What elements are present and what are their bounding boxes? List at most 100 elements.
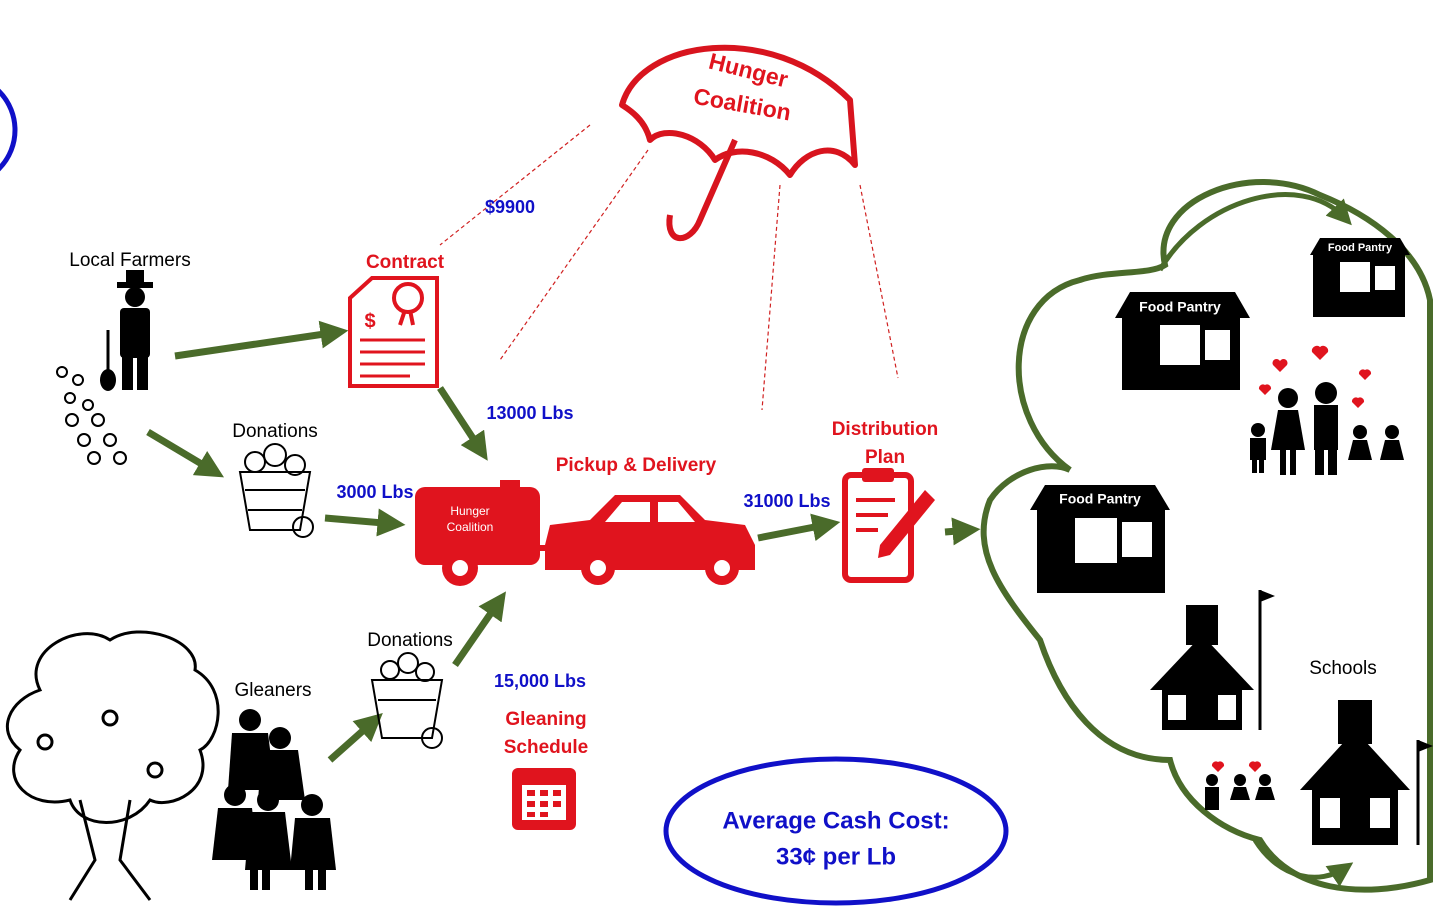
kids-icon: [1205, 761, 1275, 810]
family-icon-part-part: [1312, 346, 1328, 360]
gleaners-icon-part: [250, 865, 258, 890]
family-icon-part: [1259, 458, 1264, 473]
truck-icon-part: [590, 560, 606, 576]
farmer-icon-part: [100, 369, 116, 391]
gleaners-icon: [212, 709, 336, 890]
family-icon-part: [1380, 440, 1404, 460]
family-icon-part: [1271, 410, 1305, 450]
kids-icon-part: [1205, 787, 1219, 810]
flow-arrows-part: [455, 600, 500, 665]
farmer-icon-part: [122, 356, 133, 390]
cloud-arrow: [1255, 840, 1345, 877]
flow-arrows-part: [325, 518, 395, 524]
calendar-icon-part-part: [553, 790, 561, 796]
kids-icon-part-part: [1249, 761, 1261, 772]
coalition-links-part: [500, 150, 648, 360]
kids-icon-part: [1230, 787, 1250, 800]
pantry-icon-part: [1205, 330, 1230, 360]
school-icon-part: [1370, 798, 1390, 828]
farmer-icon-part-part: [92, 414, 104, 426]
kids-icon-part-part: [1212, 761, 1224, 772]
step-label: Plan: [865, 447, 905, 468]
gleaners-icon-part: [262, 865, 270, 890]
family-icon: [1250, 346, 1404, 475]
family-icon-part: [1251, 423, 1265, 437]
coalition-links-part: [860, 185, 898, 378]
diagram: Hunger Coalition $9900 Local Farmers Con…: [0, 0, 1435, 910]
school-icon-part: [1218, 695, 1236, 720]
clipboard-icon: [845, 468, 935, 580]
source-label: Donations: [367, 630, 453, 651]
family-icon-part: [1259, 346, 1371, 408]
truck-icon-part: [500, 480, 520, 490]
basket-icon: [372, 653, 442, 748]
school-icon-part: [1186, 605, 1218, 645]
school-icon-part: [1320, 798, 1340, 828]
family-icon-part: [1315, 448, 1324, 475]
gleaners-icon-part: [224, 784, 246, 806]
calendar-icon-part-part: [527, 790, 535, 796]
kids-icon-part: [1259, 774, 1271, 786]
farmer-icon-part-part: [73, 375, 83, 385]
tree-icon: [7, 632, 218, 900]
pantry-icon-part: [1340, 262, 1370, 292]
truck-label: Coalition: [447, 520, 494, 534]
family-icon-part: [1250, 438, 1266, 460]
pantry-icon-part: [1160, 325, 1200, 365]
farmer-icon: [57, 270, 153, 464]
flow-label: $9900: [485, 197, 535, 217]
destination-label: Schools: [1309, 658, 1377, 679]
calendar-icon-part-part: [540, 812, 548, 817]
farmer-icon-part: [137, 356, 148, 390]
flow-arrows-part: [758, 524, 830, 538]
basket-icon: [240, 444, 313, 537]
family-icon-part-part: [1272, 359, 1287, 372]
gleaners-icon-part: [257, 789, 279, 811]
farmer-icon-part-part: [88, 452, 100, 464]
calendar-icon-part-part: [527, 801, 535, 807]
pantry-icon-part: [1122, 522, 1152, 557]
coalition-links-part: [762, 185, 780, 410]
flow-label: 13000 Lbs: [486, 403, 573, 423]
tree-icon-part: [7, 632, 218, 823]
farmer-icon-part: [125, 287, 145, 307]
step-label: Schedule: [504, 737, 588, 758]
flow-arrows-part: [440, 388, 482, 452]
truck-label: Hunger: [450, 504, 489, 518]
pantry-label: Food Pantry: [1139, 299, 1221, 315]
step-label: Gleaning: [505, 709, 586, 730]
family-icon-part-part: [1359, 369, 1371, 380]
pantry-icon-part: [1375, 266, 1395, 290]
pantry-icon-part: [1075, 518, 1117, 563]
step-label: Distribution: [832, 419, 939, 440]
source-label: Donations: [232, 421, 318, 442]
farmer-icon-part-part: [57, 367, 67, 377]
tree-icon-part: [148, 763, 162, 777]
basket-icon-part: [293, 517, 313, 537]
family-icon-part: [1328, 448, 1337, 475]
pantry-label: Food Pantry: [1328, 242, 1393, 254]
family-icon-part: [1278, 388, 1298, 408]
farmer-icon-part: [126, 270, 144, 284]
kids-icon-part: [1255, 787, 1275, 800]
summary-text: 33¢ per Lb: [776, 843, 896, 870]
partial-ellipse: [0, 75, 15, 185]
flow-arrows-part: [945, 530, 970, 532]
calendar-icon: [512, 768, 576, 830]
basket-icon-part: [372, 680, 442, 738]
flow-arrows-part: [330, 720, 375, 760]
school-icon-part: [1168, 695, 1186, 720]
coalition-links-part: [440, 125, 590, 245]
gleaners-icon-part: [305, 865, 313, 890]
kids-icon-part: [1206, 774, 1218, 786]
farmer-icon-part-part: [114, 452, 126, 464]
summary-text: Average Cash Cost:: [722, 807, 949, 834]
family-icon-part-part: [1352, 397, 1364, 408]
family-icon-part: [1385, 425, 1399, 439]
school-icon: [1150, 590, 1275, 730]
family-icon-part: [1252, 458, 1257, 473]
school-icon-part: [1260, 590, 1275, 602]
school-icon: [1300, 700, 1433, 845]
basket-icon-part: [240, 472, 310, 530]
gleaners-icon-part: [318, 865, 326, 890]
